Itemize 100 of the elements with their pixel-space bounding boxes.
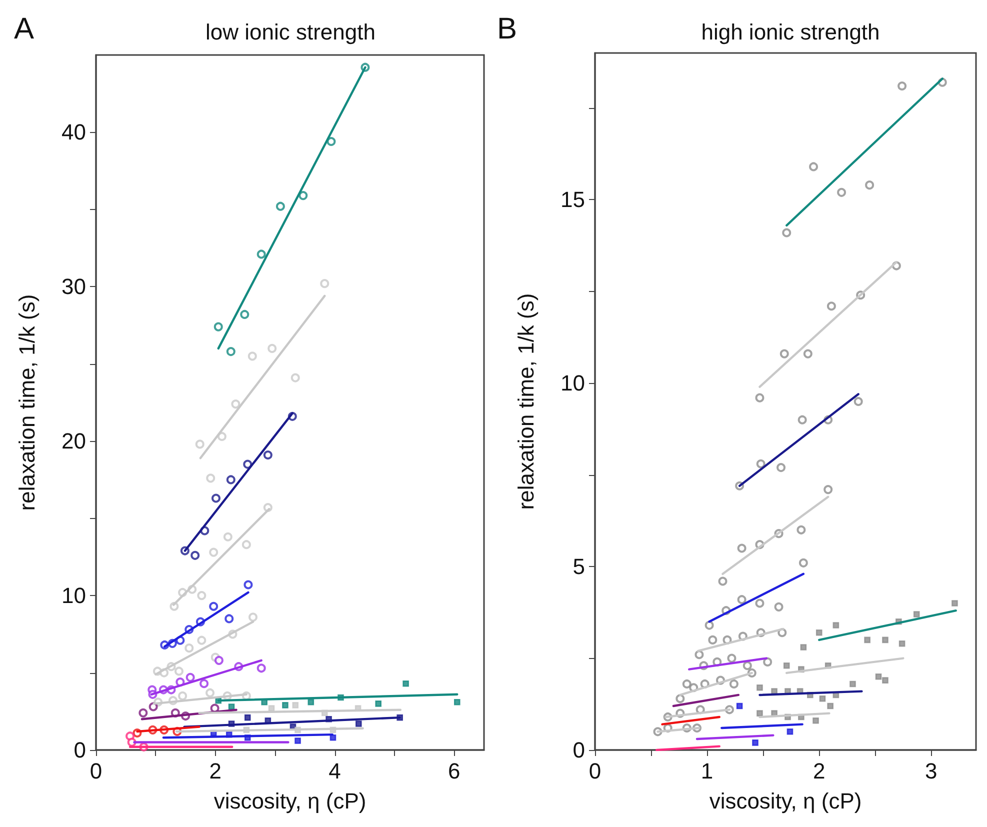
point (211, 494, 220, 503)
point (742, 661, 752, 670)
point (197, 636, 206, 645)
point (796, 525, 806, 534)
point (708, 635, 718, 644)
y-tick-label: 10 (560, 370, 585, 396)
y-tick-label: 10 (62, 583, 86, 608)
point (375, 700, 382, 707)
point (826, 302, 836, 311)
point (224, 614, 234, 624)
point (755, 598, 764, 608)
x-tick-label: 3 (925, 758, 938, 784)
point (294, 738, 301, 744)
x-tick-label: 4 (328, 758, 341, 784)
y-tick-label: 0 (74, 738, 86, 762)
point (882, 636, 888, 644)
point (756, 459, 766, 468)
point (756, 710, 763, 716)
y-axis-title: relaxation time, 1/k (s) (514, 293, 538, 510)
point (206, 688, 215, 698)
chart-title: high ionic strength (701, 20, 880, 44)
point (256, 250, 266, 259)
y-tick-label: 5 (572, 554, 585, 580)
point (809, 162, 818, 172)
point (803, 349, 812, 358)
point (217, 432, 226, 441)
y-tick-label: 20 (62, 428, 86, 454)
point (214, 322, 223, 332)
point (242, 540, 251, 550)
point (756, 684, 763, 691)
point (737, 595, 746, 604)
x-tick-label: 2 (812, 758, 826, 784)
point (226, 475, 236, 484)
point (737, 544, 746, 553)
point (898, 640, 906, 647)
point (268, 344, 277, 353)
point (184, 644, 194, 653)
point (882, 677, 888, 684)
point (330, 734, 336, 741)
point (276, 202, 285, 211)
chart-title: low ionic strength (206, 20, 376, 44)
point (186, 672, 195, 682)
point (454, 698, 460, 706)
x-tick-label: 2 (209, 758, 222, 784)
point (244, 714, 251, 721)
point (243, 460, 252, 469)
point (694, 650, 704, 660)
point (837, 188, 846, 197)
text: B (497, 12, 518, 46)
point (718, 576, 728, 586)
point (206, 474, 216, 483)
point (800, 644, 807, 650)
point (209, 548, 218, 557)
point (292, 702, 299, 708)
point (676, 694, 685, 704)
point (782, 228, 792, 238)
point (913, 611, 920, 618)
point (190, 550, 200, 560)
x-axis-title: viscosity, η (cP) (709, 788, 862, 814)
point (780, 349, 789, 358)
point (197, 591, 206, 600)
point (819, 695, 826, 702)
point (736, 702, 743, 710)
point (763, 657, 772, 666)
point (326, 136, 336, 146)
point (244, 580, 253, 590)
point (774, 602, 784, 612)
point (824, 485, 833, 494)
point (174, 666, 184, 676)
point (290, 373, 300, 382)
x-tick-label: 0 (90, 758, 102, 784)
point (148, 702, 158, 712)
point (248, 612, 258, 622)
point (402, 680, 409, 687)
x-tick-label: 1 (700, 758, 714, 784)
point (864, 636, 870, 644)
point (798, 558, 808, 568)
point (776, 463, 786, 472)
point (248, 352, 257, 361)
point (786, 728, 794, 735)
point (263, 450, 272, 460)
point (952, 600, 958, 606)
x-tick-label: 0 (588, 758, 602, 784)
x-axis-title: viscosity, η (cP) (214, 788, 366, 814)
text: A (14, 12, 34, 46)
point (727, 654, 736, 663)
point (200, 679, 209, 688)
y-tick-label: 40 (62, 120, 86, 145)
point (240, 310, 250, 319)
point (308, 698, 314, 706)
point (704, 620, 714, 630)
point (228, 704, 235, 710)
point (320, 279, 330, 288)
x-tick-label: 6 (448, 758, 460, 784)
y-tick-label: 15 (560, 187, 585, 212)
point (209, 602, 218, 611)
point (355, 720, 362, 727)
point (812, 718, 819, 724)
y-tick-label: 30 (62, 274, 86, 300)
point (223, 532, 232, 542)
